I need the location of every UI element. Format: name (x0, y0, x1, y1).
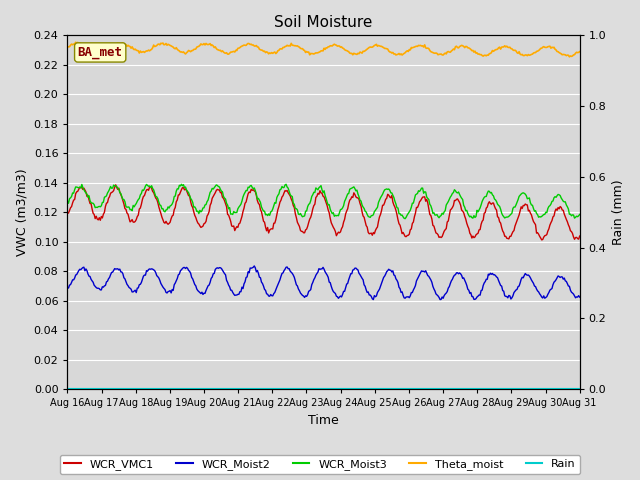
Y-axis label: VWC (m3/m3): VWC (m3/m3) (15, 168, 28, 256)
Y-axis label: Rain (mm): Rain (mm) (612, 180, 625, 245)
Title: Soil Moisture: Soil Moisture (275, 15, 372, 30)
X-axis label: Time: Time (308, 414, 339, 427)
Text: BA_met: BA_met (77, 46, 123, 59)
Legend: WCR_VMC1, WCR_Moist2, WCR_Moist3, Theta_moist, Rain: WCR_VMC1, WCR_Moist2, WCR_Moist3, Theta_… (60, 455, 580, 474)
